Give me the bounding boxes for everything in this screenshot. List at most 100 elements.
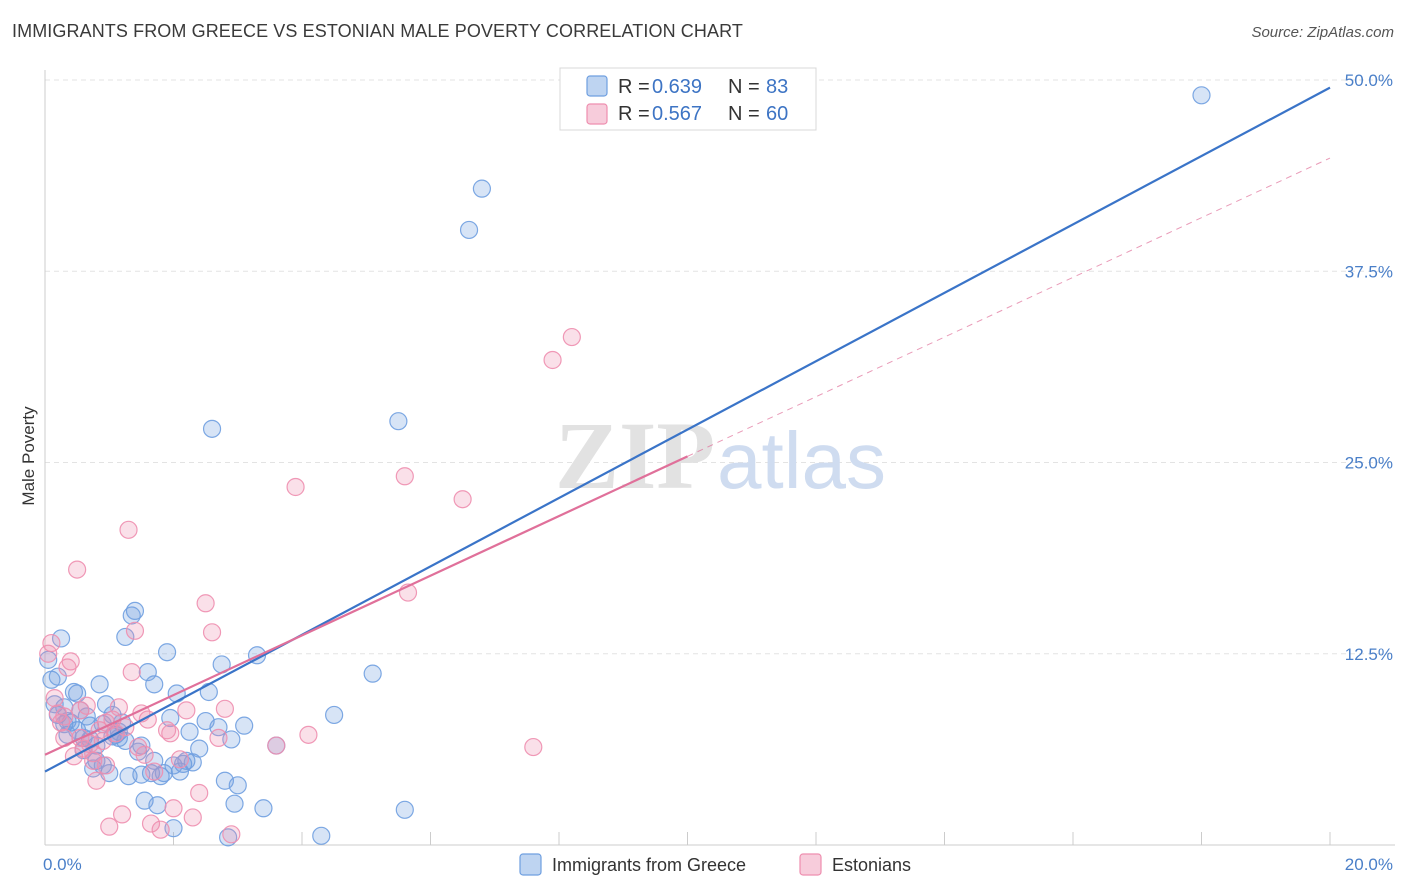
chart-title: IMMIGRANTS FROM GREECE VS ESTONIAN MALE … (12, 21, 743, 41)
point-estonians-34 (161, 724, 180, 743)
point-estonians-51 (524, 737, 543, 757)
point-greece-59 (254, 799, 273, 818)
point-greece-65 (395, 800, 414, 819)
legend-n-value-estonians: 60 (766, 103, 788, 125)
grid-lines (45, 79, 1395, 655)
legend-bottom-swatch-greece (519, 853, 542, 876)
point-estonians-42 (209, 728, 228, 748)
point-estonians-33 (157, 721, 177, 740)
point-estonians-2 (45, 689, 64, 708)
point-greece-62 (325, 705, 344, 725)
point-greece-55 (225, 794, 244, 813)
legend-bottom-label-estonians: Estonians (832, 855, 911, 875)
y-axis-label: Male Poverty (19, 406, 38, 506)
point-estonians-52 (543, 350, 562, 370)
point-estonians-36 (170, 750, 190, 769)
point-estonians-38 (183, 808, 202, 827)
point-greece-56 (228, 776, 247, 795)
point-estonians-1 (42, 633, 61, 653)
point-greece-27 (125, 601, 145, 621)
point-greece-82 (48, 667, 67, 686)
trend-line-ext-estonians (687, 157, 1331, 457)
point-greece-34 (148, 796, 167, 815)
point-estonians-12 (77, 696, 96, 715)
point-greece-53 (219, 828, 238, 847)
point-greece-57 (235, 716, 254, 735)
legend-n-label-greece: N = (728, 76, 760, 98)
legend-top: R = 0.639 N = 83 R = 0.567 N = 60 (559, 67, 817, 131)
y-tick-label-3: 50.0% (1345, 71, 1393, 90)
point-greece-63 (363, 664, 382, 683)
legend-n-label-estonians: N = (728, 103, 760, 125)
point-estonians-37 (177, 701, 196, 720)
point-greece-49 (202, 419, 222, 438)
point-estonians-15 (87, 771, 106, 790)
point-estonians-40 (196, 594, 215, 613)
watermark-atlas: atlas (717, 416, 886, 505)
point-estonians-50 (453, 490, 472, 509)
point-estonians-59 (129, 737, 148, 757)
point-estonians-32 (151, 820, 170, 839)
legend-top-box (559, 67, 817, 131)
point-greece-44 (180, 722, 199, 741)
watermark-zip: ZIP (555, 402, 715, 509)
point-estonians-45 (267, 736, 286, 755)
point-estonians-10 (71, 701, 90, 720)
point-estonians-44 (222, 825, 241, 844)
y-tick-label-2: 37.5% (1345, 262, 1393, 281)
point-estonians-48 (395, 467, 414, 486)
axes (44, 70, 1395, 846)
point-estonians-47 (299, 725, 318, 744)
point-greece-66 (459, 220, 479, 240)
point-estonians-53 (562, 327, 581, 347)
point-greece-16 (90, 675, 109, 694)
point-estonians-39 (190, 783, 209, 803)
legend-swatch-greece (586, 75, 608, 97)
legend-r-value-estonians: 0.567 (652, 103, 702, 125)
legend-r-label-greece: R = (618, 76, 650, 98)
y-tick-labels: 12.5% 25.0% 37.5% 50.0% (1345, 71, 1393, 664)
trend-line-greece (44, 86, 1331, 773)
x-tick-label-0: 0.0% (43, 855, 82, 874)
point-greece-61 (312, 826, 331, 845)
point-greece-64 (389, 412, 408, 431)
point-estonians-41 (202, 623, 222, 642)
legend-r-value-greece: 0.639 (652, 76, 702, 98)
point-greece-80 (145, 751, 164, 770)
point-estonians-9 (68, 560, 87, 579)
x-tick-labels: 0.0% 20.0% (43, 855, 1393, 874)
y-tick-label-1: 25.0% (1345, 454, 1393, 473)
point-estonians-54 (55, 707, 74, 726)
point-greece-35 (151, 767, 170, 786)
legend-bottom: Immigrants from Greece Estonians (519, 853, 911, 876)
point-estonians-23 (112, 805, 132, 824)
legend-bottom-label-greece: Immigrants from Greece (552, 855, 746, 875)
y-tick-label-0: 12.5% (1345, 645, 1393, 664)
data-points (39, 86, 1211, 847)
trend-lines (44, 86, 1331, 773)
point-greece-33 (145, 675, 164, 694)
legend-swatch-estonians (586, 103, 608, 125)
watermark: ZIP atlas (555, 402, 886, 509)
point-greece-68 (1192, 86, 1211, 105)
point-estonians-43 (215, 699, 234, 718)
point-estonians-0 (39, 644, 58, 663)
legend-bottom-swatch-estonians (799, 853, 822, 876)
point-estonians-18 (96, 756, 116, 775)
point-greece-67 (472, 179, 491, 198)
point-estonians-35 (164, 799, 183, 818)
trend-line-estonians (44, 455, 688, 756)
point-estonians-46 (286, 477, 305, 497)
point-estonians-24 (119, 520, 138, 539)
point-estonians-56 (84, 744, 103, 763)
chart-source: Source: ZipAtlas.com (1251, 24, 1394, 41)
point-greece-4 (51, 629, 71, 648)
point-estonians-31 (145, 762, 164, 781)
x-tick-label-1: 20.0% (1345, 855, 1393, 874)
point-greece-46 (190, 739, 209, 758)
point-greece-37 (157, 643, 177, 662)
point-estonians-19 (100, 817, 119, 836)
point-estonians-22 (109, 698, 128, 717)
legend-n-value-greece: 83 (766, 76, 788, 98)
